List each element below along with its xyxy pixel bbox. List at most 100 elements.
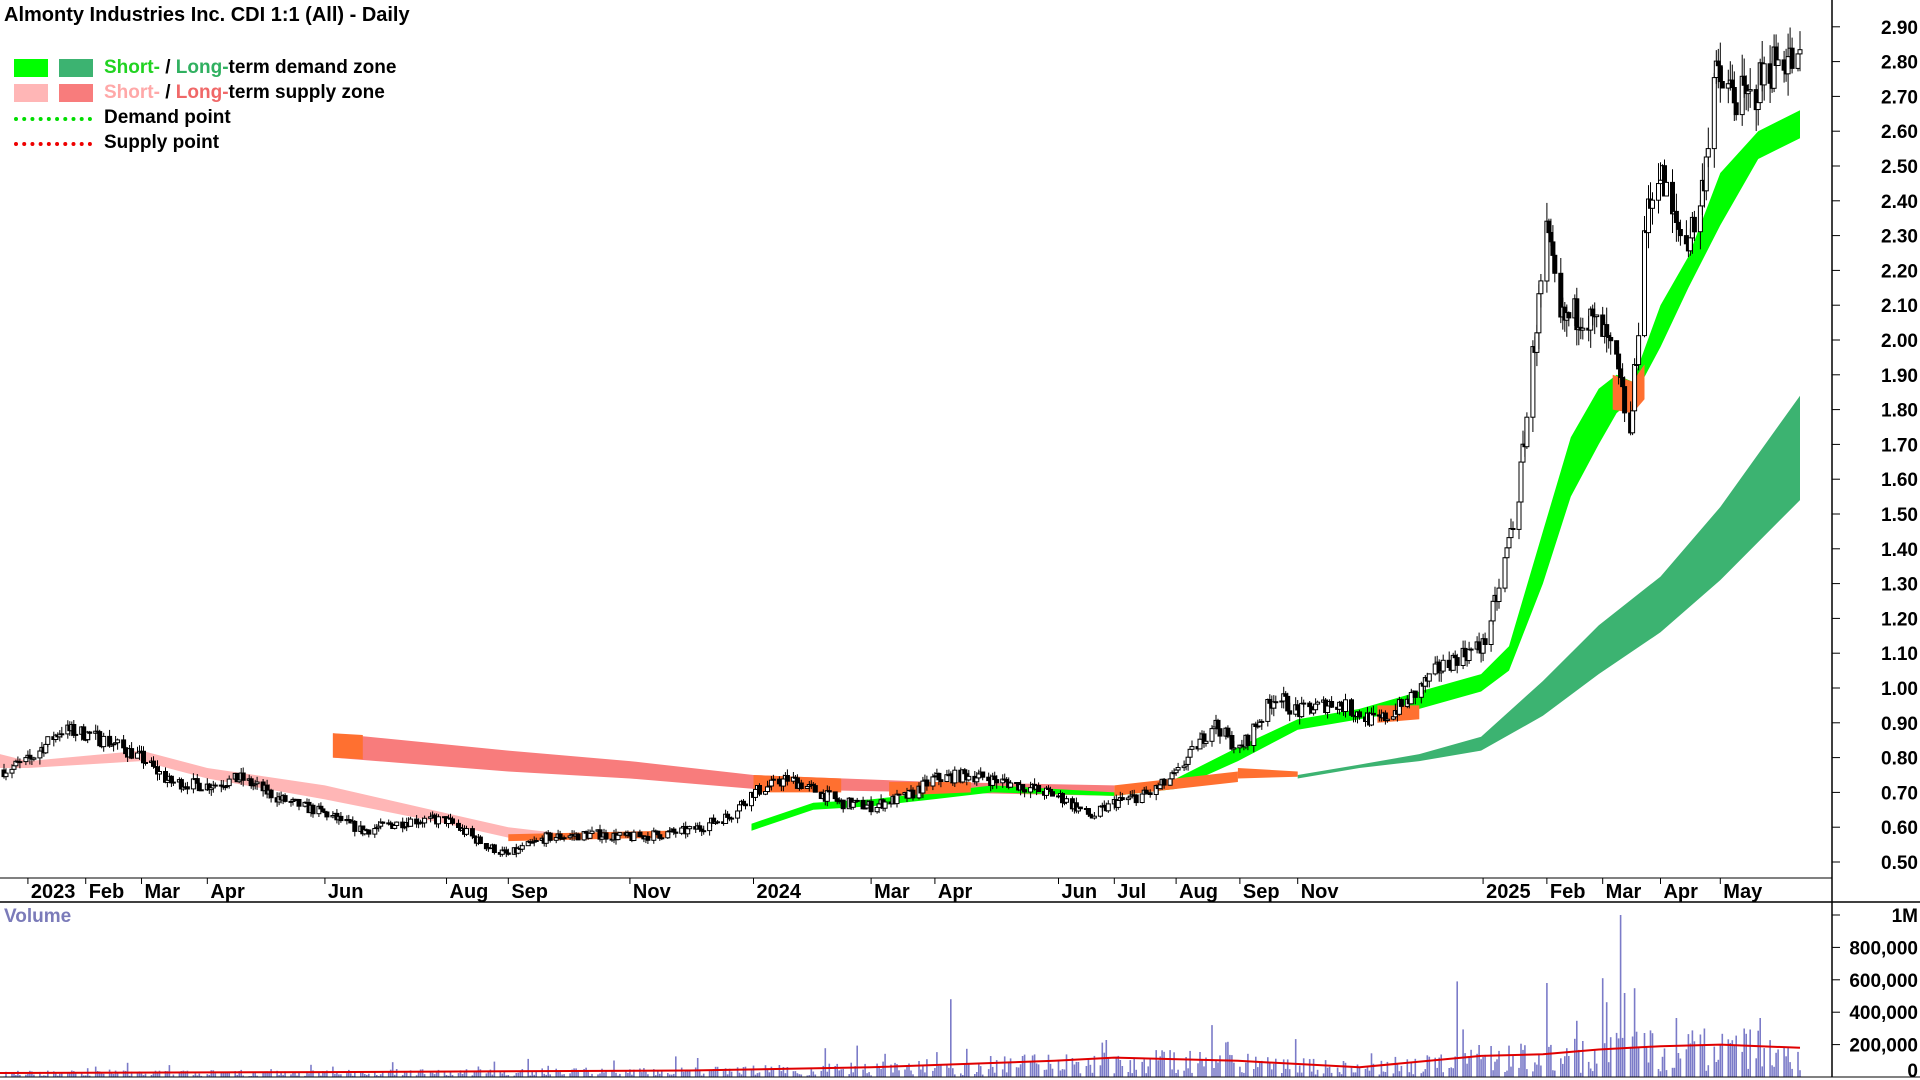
price-tick-label: 1.90 <box>1881 366 1918 387</box>
price-tick-label: 1.60 <box>1881 470 1918 491</box>
legend-demand-zone-label: Short- / Long-term demand zone <box>104 57 397 78</box>
candle-body <box>170 781 176 784</box>
legend-supply-point-label: Supply point <box>104 132 220 153</box>
candle-body <box>1008 782 1014 788</box>
candle-body <box>627 832 633 837</box>
candle-body <box>3 772 9 778</box>
time-tick-label: Feb <box>1550 881 1586 903</box>
candle-body <box>882 801 888 809</box>
candle-body <box>768 779 774 787</box>
legend-demand-point-line <box>14 117 92 121</box>
candle-body <box>868 800 874 813</box>
price-tick-label: 0.90 <box>1881 714 1918 735</box>
candle-body <box>1703 156 1709 192</box>
volume-tick-label: 200,000 <box>1849 1036 1918 1057</box>
candle-body <box>1552 254 1558 274</box>
candle-body <box>874 807 880 813</box>
candle-body <box>936 772 942 781</box>
legend-short-supply-swatch <box>14 84 48 102</box>
candle-body <box>1060 793 1065 804</box>
price-tick-label: 2.60 <box>1881 122 1918 143</box>
candle-body <box>129 748 135 759</box>
candle-body <box>464 828 469 835</box>
price-tick-label: 1.70 <box>1881 435 1918 456</box>
candle-body <box>1614 340 1620 355</box>
candle-body <box>1185 756 1191 765</box>
zones-layer <box>0 110 1800 842</box>
candle-body <box>1287 710 1293 715</box>
candle-body <box>394 821 400 826</box>
candle-body <box>587 832 593 839</box>
candle-body <box>1711 77 1717 150</box>
candle-body <box>1426 673 1432 682</box>
candle-body <box>757 785 762 795</box>
candle-body <box>1119 797 1125 801</box>
candle-body <box>1691 216 1697 233</box>
volume-axis: 1M 800,000 600,000 400,000 200,000 0 <box>1832 906 1918 1080</box>
candle-body <box>1077 806 1083 810</box>
candle-body <box>1673 210 1679 223</box>
candle-body <box>31 757 37 760</box>
price-tick-label: 2.40 <box>1881 192 1918 213</box>
candle-body <box>986 776 992 782</box>
candle-body <box>43 743 49 754</box>
candle-body <box>924 779 930 787</box>
short-term-demand-zone <box>751 110 1800 831</box>
candle-body <box>1538 280 1544 295</box>
candle-body <box>1432 663 1438 675</box>
candle-body <box>1295 704 1301 711</box>
time-tick-label: Mar <box>145 881 181 903</box>
candle-body <box>87 731 93 734</box>
candle-body <box>1301 702 1307 705</box>
candle-body <box>1105 803 1111 812</box>
candle-body <box>533 840 539 842</box>
volume-tick-label: 0 <box>1907 1061 1918 1080</box>
candle-body <box>1476 641 1482 651</box>
candle-body <box>491 844 497 854</box>
candle-body <box>561 837 567 840</box>
candle-body <box>603 832 609 840</box>
candle-body <box>1115 800 1121 808</box>
candle-body <box>850 801 856 808</box>
candle-body <box>157 771 162 775</box>
candle-body <box>198 789 204 792</box>
candle-body <box>1590 308 1596 317</box>
candle-body <box>73 733 79 736</box>
candle-body <box>1217 728 1223 737</box>
candle-body <box>1490 600 1496 622</box>
candle-body <box>1741 75 1747 86</box>
candle-body <box>338 815 344 822</box>
candle-body <box>1642 230 1647 337</box>
candle-body <box>1632 364 1638 412</box>
candle-body <box>1468 648 1474 651</box>
time-tick-label: 2023 <box>31 881 75 903</box>
candle-body <box>952 769 958 784</box>
transition-zone <box>1612 364 1645 414</box>
candle-body <box>1147 792 1153 795</box>
candle-body <box>1616 353 1622 370</box>
candle-body <box>1329 701 1335 708</box>
candle-body <box>324 811 330 818</box>
candle-body <box>1496 587 1502 602</box>
candle-body <box>17 761 23 764</box>
time-tick-label: Mar <box>1606 881 1642 903</box>
time-tick-label: Apr <box>938 881 973 903</box>
candle-body <box>1203 740 1209 744</box>
legend-short-demand-swatch <box>14 59 48 77</box>
price-tick-label: 2.30 <box>1881 227 1918 248</box>
candle-body <box>194 778 200 784</box>
candle-body <box>372 828 378 835</box>
candle-body <box>143 762 148 764</box>
candle-body <box>992 775 998 781</box>
time-tick-label: Jun <box>1061 881 1097 903</box>
price-tick-label: 2.10 <box>1881 296 1918 317</box>
candle-body <box>673 831 679 834</box>
candle-body <box>1781 59 1787 71</box>
candle-body <box>1440 659 1446 672</box>
candle-body <box>1516 501 1522 530</box>
candle-body <box>1697 205 1703 233</box>
time-axis: 2023 Feb Mar Apr Jun Aug Sep Nov 2024 Mar Apr Jun Ju… <box>0 877 1920 903</box>
candle-body <box>1729 79 1735 88</box>
candle-body <box>1161 778 1167 786</box>
candle-body <box>1767 63 1773 84</box>
